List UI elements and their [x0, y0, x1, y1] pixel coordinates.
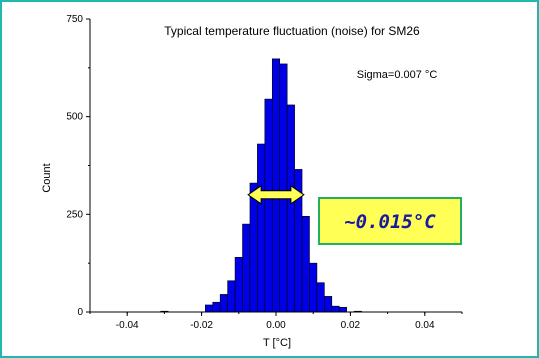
x-tick-label: 0.00 — [266, 320, 286, 331]
x-tick-label: 0.04 — [415, 320, 435, 331]
y-axis-label: Count — [41, 163, 53, 192]
chart-title: Typical temperature fluctuation (noise) … — [164, 24, 420, 38]
width-double-arrow — [247, 184, 305, 205]
histogram-bar — [286, 104, 295, 313]
y-tick-label: 500 — [66, 112, 83, 123]
axes: -0.04 -0.02 0.00 0.02 0.04 0 250 500 750 — [66, 14, 463, 331]
histogram-bar — [242, 223, 251, 313]
histogram-bar — [205, 304, 214, 313]
histogram-bar — [257, 143, 266, 313]
histogram-bar — [271, 58, 281, 313]
double-arrow-shape — [247, 184, 305, 205]
histogram-bar — [279, 63, 288, 313]
histogram-bar — [301, 215, 310, 313]
histogram-bar — [316, 282, 325, 313]
histogram-bars — [160, 58, 362, 313]
histogram-bar — [264, 98, 273, 313]
histogram-bar — [324, 296, 333, 313]
histogram-bar — [212, 301, 221, 313]
histogram-bar — [234, 257, 243, 313]
x-tick-label: 0.02 — [341, 320, 361, 331]
histogram-bar — [249, 182, 258, 313]
histogram-bar — [219, 294, 228, 313]
y-tick-label: 250 — [66, 209, 83, 220]
fwhm-callout-box: ~0.015°C — [318, 197, 462, 245]
x-axis-label: T [°C] — [263, 337, 291, 349]
x-tick-label: -0.04 — [116, 320, 139, 331]
fwhm-callout-text: ~0.015°C — [344, 211, 436, 233]
histogram-bar — [338, 307, 347, 313]
histogram-bar — [227, 280, 236, 313]
y-tick-label: 0 — [77, 307, 83, 318]
sigma-annotation: Sigma=0.007 °C — [357, 69, 438, 81]
y-tick-label: 750 — [66, 14, 83, 25]
histogram-bar — [309, 262, 318, 313]
histogram-bar — [331, 305, 340, 313]
x-tick-label: -0.02 — [190, 320, 213, 331]
